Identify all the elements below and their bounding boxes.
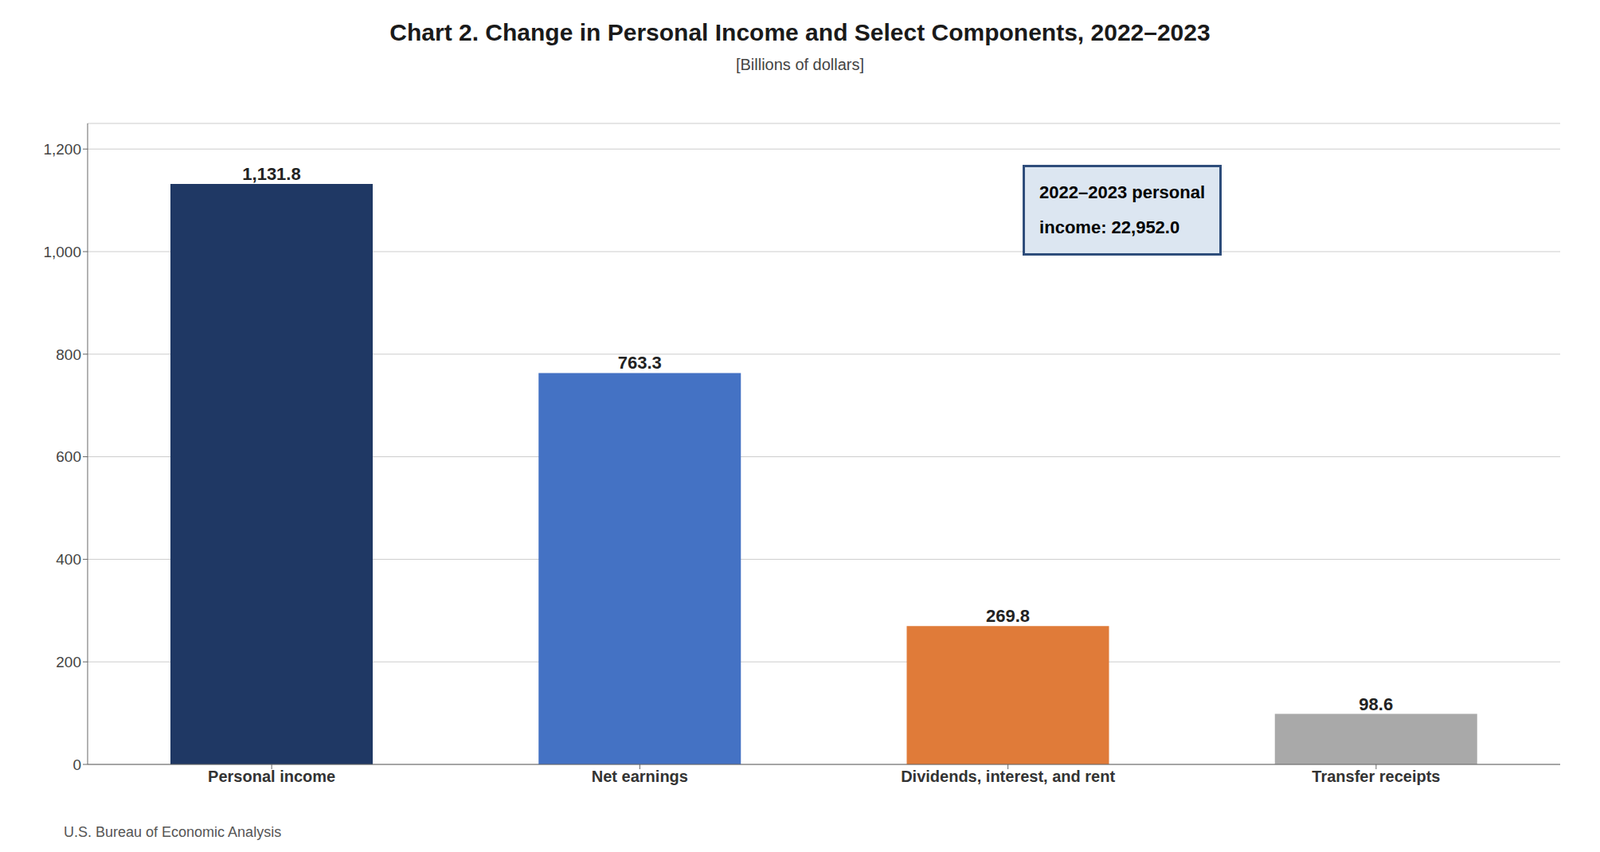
html-text:U.S. Bureau of Economic Analys: U.S. Bureau of Economic Analysis: [63, 823, 282, 840]
svg-text:269.8: 269.8: [985, 606, 1030, 626]
svg-text:Transfer receipts: Transfer receipts: [1311, 767, 1440, 786]
svg-text:1,000: 1,000: [43, 243, 82, 261]
svg-text:200: 200: [55, 653, 82, 671]
svg-text:800: 800: [55, 346, 82, 364]
svg-text:Dividends, interest, and rent: Dividends, interest, and rent: [900, 767, 1115, 786]
html-text:[Billions of dollars]: [Billions of dollars]: [735, 55, 865, 74]
svg-text:1,131.8: 1,131.8: [242, 164, 301, 184]
html-text:Chart 2. Change in Personal In: Chart 2. Change in Personal Income and S…: [389, 19, 1211, 46]
svg-text:600: 600: [55, 448, 82, 466]
svg-text:763.3: 763.3: [618, 352, 662, 373]
html-text:income: 22,952.0: income: 22,952.0: [1039, 217, 1180, 238]
svg-text:1,200: 1,200: [43, 140, 82, 158]
svg-text:Personal income: Personal income: [207, 767, 336, 786]
svg-text:0: 0: [72, 756, 82, 774]
svg-text:98.6: 98.6: [1358, 694, 1393, 715]
svg-text:400: 400: [55, 551, 82, 568]
html-text:2022–2023 personal: 2022–2023 personal: [1039, 182, 1205, 203]
svg-text:Net earnings: Net earnings: [591, 767, 689, 786]
